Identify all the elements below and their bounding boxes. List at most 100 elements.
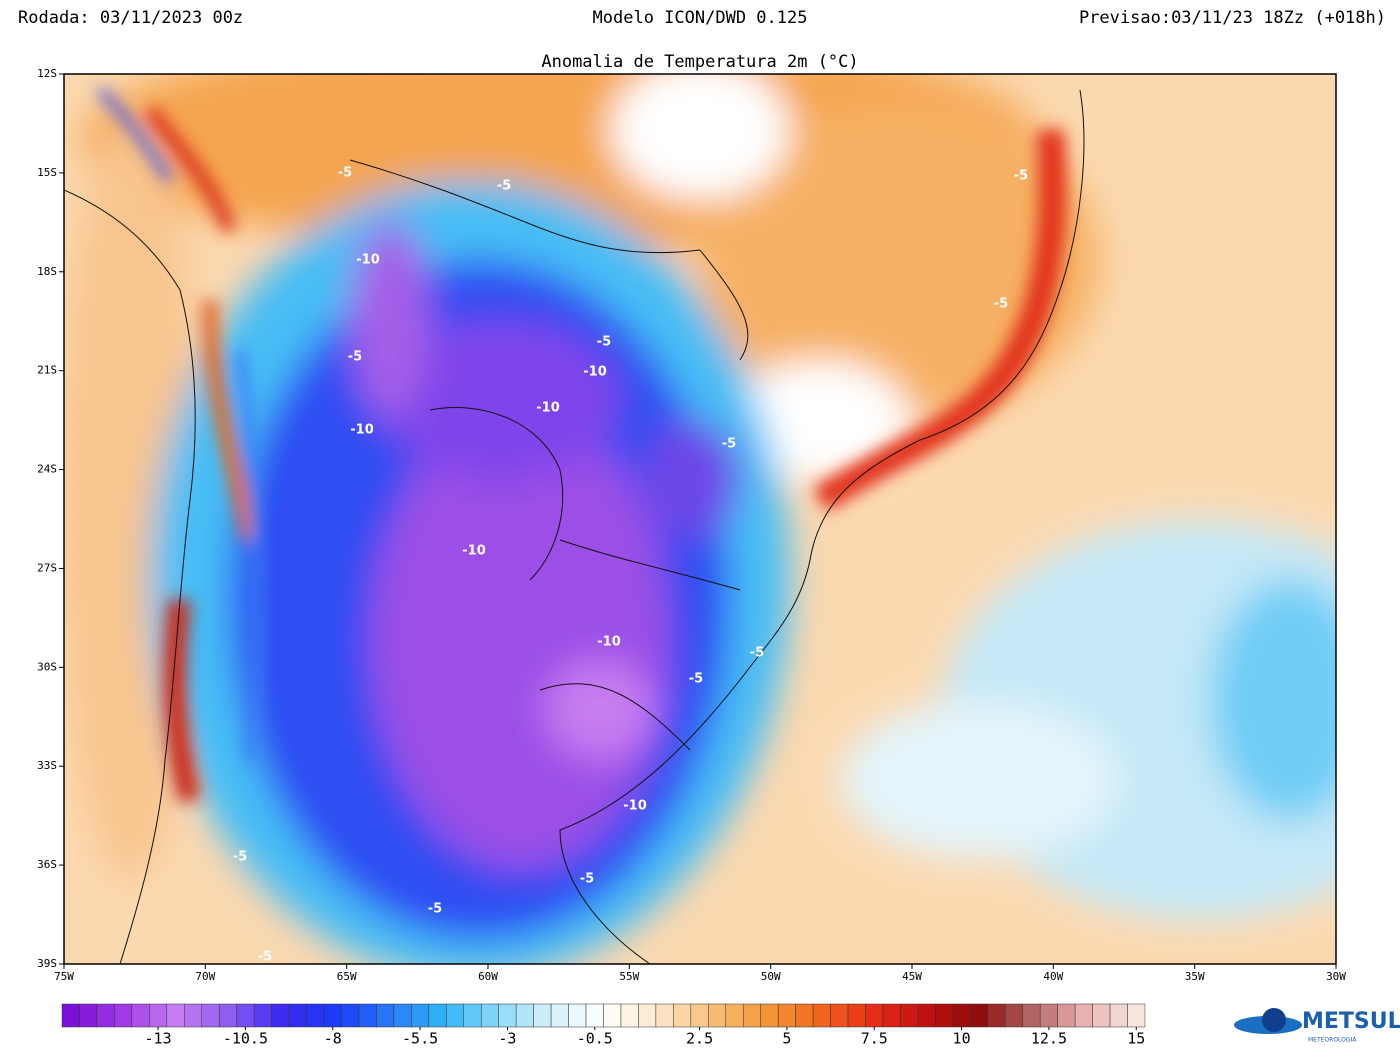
colorbar-box xyxy=(393,1003,412,1028)
colorbar-box xyxy=(1074,1003,1093,1028)
colorbar-tick-label: -5.5 xyxy=(402,1030,438,1048)
colorbar-box xyxy=(708,1003,727,1028)
colorbar-tick-label: 2.5 xyxy=(686,1030,713,1048)
colorbar-box xyxy=(1039,1003,1058,1028)
y-tick-label: 24S xyxy=(37,463,57,476)
colorbar-box xyxy=(777,1003,796,1028)
colorbar-box xyxy=(550,1003,569,1028)
contour-label: -10 xyxy=(583,365,607,380)
colorbar-box xyxy=(865,1003,884,1028)
colorbar-box xyxy=(603,1003,622,1028)
colorbar-tick-label: -10.5 xyxy=(223,1030,268,1048)
contour-label: -5 xyxy=(348,350,362,365)
contour-label: -10 xyxy=(597,635,621,650)
y-tick-label: 30S xyxy=(37,660,57,673)
colorbar-tick-label: 7.5 xyxy=(861,1030,888,1048)
contour-label: -5 xyxy=(338,166,352,181)
contour-label: -5 xyxy=(428,902,442,917)
colorbar-box xyxy=(638,1003,657,1028)
x-tick-label: 45W xyxy=(902,970,922,983)
run-label: Rodada: 03/11/2023 00z xyxy=(18,8,243,28)
colorbar-box xyxy=(306,1003,325,1028)
colorbar-box xyxy=(446,1003,465,1028)
colorbar-box xyxy=(1109,1003,1128,1028)
contour-label: -5 xyxy=(722,437,736,452)
colorbar-box xyxy=(795,1003,814,1028)
x-tick-label: 40W xyxy=(1043,970,1063,983)
x-tick-label: 30W xyxy=(1326,970,1346,983)
y-tick-label: 33S xyxy=(37,759,57,772)
colorbar-box xyxy=(812,1003,831,1028)
contour-label: -10 xyxy=(623,799,647,814)
colorbar-tick-label: -13 xyxy=(145,1030,172,1048)
contour-label: -5 xyxy=(497,179,511,194)
colorbar-tick-label: 15 xyxy=(1127,1030,1145,1048)
logo-tagline: METEOROLOGIA xyxy=(1308,1037,1357,1044)
logo-globe xyxy=(1262,1008,1286,1032)
colorbar-box xyxy=(288,1003,307,1028)
forecast-label: Previsao:03/11/23 18Zz (+018h) xyxy=(1079,8,1386,28)
colorbar-box xyxy=(61,1003,80,1028)
contour-label: -10 xyxy=(462,544,486,559)
colorbar-box xyxy=(830,1003,849,1028)
map-frame xyxy=(63,73,1337,965)
model-label: Modelo ICON/DWD 0.125 xyxy=(593,8,808,28)
colorbar-box xyxy=(498,1003,517,1028)
x-tick-label: 35W xyxy=(1185,970,1205,983)
colorbar-box xyxy=(323,1003,342,1028)
y-tick-label: 21S xyxy=(37,364,57,377)
colorbar-box xyxy=(515,1003,534,1028)
colorbar-box xyxy=(935,1003,954,1028)
anomaly-field xyxy=(64,74,1336,964)
colorbar-box xyxy=(166,1003,185,1028)
colorbar-box xyxy=(585,1003,604,1028)
colorbar-box xyxy=(847,1003,866,1028)
y-tick-label: 27S xyxy=(37,561,57,574)
colorbar-tick-label: 5 xyxy=(782,1030,791,1048)
map-title: Anomalia de Temperatura 2m (°C) xyxy=(541,52,858,72)
contour-label: -5 xyxy=(580,872,594,887)
x-tick-label: 65W xyxy=(337,970,357,983)
colorbar-box xyxy=(411,1003,430,1028)
colorbar-box xyxy=(480,1003,499,1028)
colorbar-box xyxy=(725,1003,744,1028)
colorbar-box xyxy=(149,1003,168,1028)
contour-label: -10 xyxy=(356,253,380,268)
colorbar-box xyxy=(655,1003,674,1028)
colorbar-box xyxy=(673,1003,692,1028)
colorbar-box xyxy=(533,1003,552,1028)
colorbar-tick-label: 12.5 xyxy=(1031,1030,1067,1048)
colorbar-box xyxy=(900,1003,919,1028)
colorbar-tick-label: -0.5 xyxy=(577,1030,613,1048)
colorbar-box xyxy=(184,1003,202,1028)
colorbar-box xyxy=(568,1003,587,1028)
colorbar-box xyxy=(341,1003,360,1028)
colorbar-box xyxy=(1092,1003,1111,1028)
colorbar-box xyxy=(952,1003,971,1028)
y-tick-label: 15S xyxy=(37,166,57,179)
y-tick-label: 18S xyxy=(37,265,57,278)
colorbar-box xyxy=(236,1003,255,1028)
x-tick-label: 55W xyxy=(619,970,639,983)
x-tick-label: 50W xyxy=(761,970,781,983)
colorbar-box xyxy=(1022,1003,1041,1028)
colorbar-box xyxy=(201,1003,220,1028)
contour-label: -5 xyxy=(597,335,611,350)
contour-label: -5 xyxy=(258,950,272,965)
x-tick-label: 75W xyxy=(54,970,74,983)
colorbar-box xyxy=(114,1003,133,1028)
contour-label: -10 xyxy=(350,423,374,438)
contour-label: -5 xyxy=(1014,169,1028,184)
contour-label: -5 xyxy=(750,646,764,661)
colorbar-box xyxy=(428,1003,447,1028)
colorbar-tick-label: -8 xyxy=(324,1030,342,1048)
colorbar-box xyxy=(760,1003,779,1028)
colorbar-box xyxy=(1005,1003,1023,1028)
colorbar-box xyxy=(1127,1003,1146,1028)
contour-label: -5 xyxy=(689,672,703,687)
colorbar-box xyxy=(131,1003,150,1028)
contour-label: -5 xyxy=(233,850,247,865)
colorbar-box xyxy=(970,1003,989,1028)
colorbar-box xyxy=(1057,1003,1076,1028)
colorbar-box xyxy=(79,1003,98,1028)
